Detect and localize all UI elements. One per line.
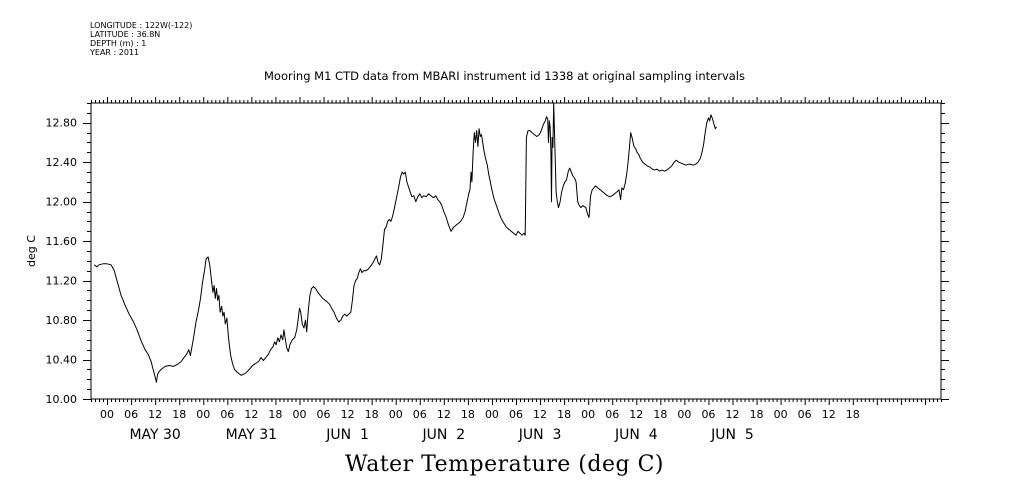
x-tick-label: 06 — [220, 408, 234, 421]
x-tick-label: 18 — [846, 408, 860, 421]
y-tick-label: 11.60 — [46, 235, 78, 248]
x-tick-label: 18 — [268, 408, 282, 421]
y-tick-label: 12.40 — [46, 156, 78, 169]
y-axis-label: deg C — [25, 235, 38, 267]
x-tick-label: 12 — [244, 408, 258, 421]
x-tick-label: 12 — [148, 408, 162, 421]
x-tick-label: 12 — [533, 408, 547, 421]
metadata-header: LONGITUDE : 122W(-122) LATITUDE : 36.8N … — [90, 21, 192, 57]
y-tick-label: 10.00 — [46, 393, 78, 406]
x-tick-label: 00 — [581, 408, 595, 421]
x-tick-label: 12 — [726, 408, 740, 421]
x-tick-label: 18 — [172, 408, 186, 421]
x-tick-label: 06 — [413, 408, 427, 421]
x-tick-label: 06 — [798, 408, 812, 421]
footer-title: Water Temperature (deg C) — [345, 452, 664, 477]
x-tick-label: 18 — [365, 408, 379, 421]
y-tick-label: 10.80 — [46, 314, 78, 327]
x-day-label: JUN 4 — [614, 427, 658, 443]
x-tick-label: 06 — [605, 408, 619, 421]
x-day-label: JUN 2 — [422, 427, 466, 443]
y-tick-label: 10.40 — [46, 354, 78, 367]
x-tick-label: 00 — [677, 408, 691, 421]
x-tick-label: 00 — [292, 408, 306, 421]
plot-frame — [90, 102, 942, 400]
x-tick-label: 12 — [822, 408, 836, 421]
x-day-label: MAY 31 — [226, 427, 277, 443]
x-tick-label: 00 — [196, 408, 210, 421]
latitude-text: LATITUDE : 36.8N — [90, 30, 161, 39]
x-tick-label: 12 — [629, 408, 643, 421]
x-tick-label: 00 — [100, 408, 114, 421]
longitude-text: LONGITUDE : 122W(-122) — [90, 21, 193, 30]
x-day-label: MAY 30 — [129, 427, 180, 443]
x-tick-label: 06 — [124, 408, 138, 421]
year-text: YEAR : 2011 — [90, 48, 140, 57]
x-tick-label: 00 — [485, 408, 499, 421]
x-tick-label: 00 — [389, 408, 403, 421]
y-tick-label: 12.80 — [46, 117, 78, 130]
x-tick-label: 06 — [701, 408, 715, 421]
series-line — [93, 102, 717, 383]
y-tick-label: 11.20 — [46, 275, 78, 288]
x-tick-label: 18 — [653, 408, 667, 421]
x-day-label: JUN 5 — [710, 427, 754, 443]
y-tick-label: 12.00 — [46, 196, 78, 209]
x-tick-label: 12 — [341, 408, 355, 421]
chart-title: Mooring M1 CTD data from MBARI instrumen… — [264, 69, 745, 83]
x-tick-label: 06 — [317, 408, 331, 421]
x-tick-label: 12 — [437, 408, 451, 421]
depth-text: DEPTH (m) : 1 — [90, 39, 147, 48]
x-day-label: JUN 3 — [518, 427, 562, 443]
x-day-label: JUN 1 — [325, 427, 369, 443]
x-tick-label: 06 — [509, 408, 523, 421]
x-tick-label: 18 — [750, 408, 764, 421]
x-tick-label: 18 — [557, 408, 571, 421]
x-tick-label: 18 — [461, 408, 475, 421]
x-tick-label: 00 — [774, 408, 788, 421]
